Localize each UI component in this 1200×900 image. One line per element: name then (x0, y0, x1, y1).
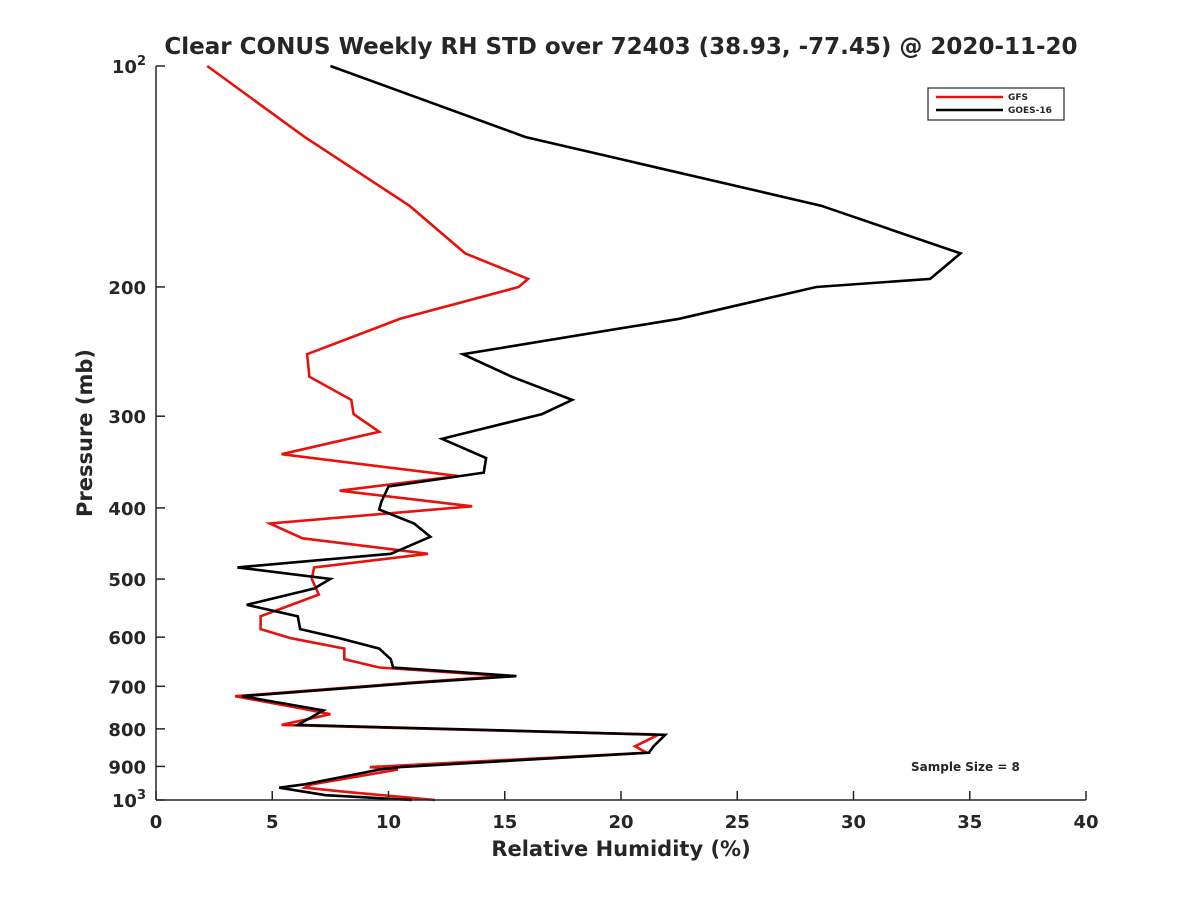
x-tick-label: 20 (608, 812, 633, 833)
y-tick-label: 200 (108, 278, 146, 299)
y-tick-label: 500 (108, 570, 146, 591)
x-tick-label: 10 (376, 812, 401, 833)
x-axis-ticks: 0 5 10 15 20 25 30 35 40 (150, 791, 1099, 833)
y-tick-label: 600 (108, 628, 146, 649)
chart-title: Clear CONUS Weekly RH STD over 72403 (38… (164, 34, 1077, 60)
y-axis-ticks: 102 200 300 400 500 600 700 800 900 103 (108, 54, 165, 812)
legend-box (927, 87, 1065, 121)
legend-label-gfs: GFS (1008, 93, 1028, 103)
x-tick-label: 15 (492, 812, 517, 833)
x-tick-label: 5 (266, 812, 279, 833)
sample-size-annotation: Sample Size = 8 (911, 760, 1020, 774)
y-tick-label: 400 (108, 499, 146, 520)
y-tick-label: 700 (108, 677, 146, 698)
y-tick-label: 103 (112, 788, 146, 812)
plot-area (156, 66, 1086, 800)
x-axis-label: Relative Humidity (%) (491, 837, 750, 861)
legend: GFS GOES-16 (927, 87, 1065, 121)
y-tick-label: 900 (108, 757, 146, 778)
y-axis-label: Pressure (mb) (73, 349, 97, 517)
x-tick-label: 35 (957, 812, 982, 833)
y-tick-label: 300 (108, 407, 146, 428)
series-line-gfs (206, 64, 659, 802)
x-tick-label: 30 (841, 812, 866, 833)
y-tick-label: 800 (108, 720, 146, 741)
series-line-goes-16 (237, 64, 964, 802)
y-tick-label: 102 (112, 54, 146, 78)
legend-label-goes-16: GOES-16 (1008, 106, 1052, 116)
x-tick-label: 25 (725, 812, 750, 833)
x-tick-label: 40 (1073, 812, 1098, 833)
x-tick-label: 0 (150, 812, 163, 833)
series-layer (206, 64, 964, 802)
